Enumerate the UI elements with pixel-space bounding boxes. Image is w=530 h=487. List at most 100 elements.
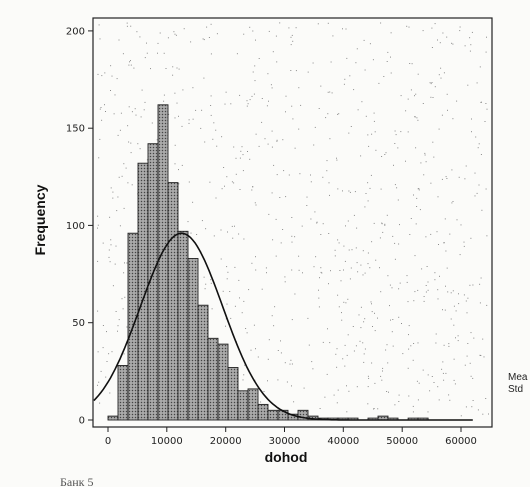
speckle-dot	[222, 290, 224, 292]
speckle-dot	[130, 25, 132, 27]
speckle-dot	[274, 306, 276, 308]
speckle-dot	[111, 75, 113, 77]
speckle-dot	[398, 401, 400, 402]
speckle-dot	[252, 30, 254, 32]
speckle-dot	[97, 227, 98, 229]
speckle-dot	[272, 51, 274, 53]
speckle-dot	[282, 229, 284, 230]
speckle-dot	[291, 269, 293, 271]
speckle-dot	[386, 214, 388, 216]
speckle-dot	[347, 220, 349, 222]
speckle-dot	[458, 303, 460, 305]
speckle-dot	[239, 157, 241, 159]
speckle-dot	[203, 276, 205, 278]
speckle-dot	[329, 138, 331, 140]
histogram-bar	[207, 337, 219, 421]
speckle-dot	[318, 306, 320, 308]
speckle-dot	[373, 222, 375, 224]
speckle-dot	[247, 103, 249, 105]
speckle-dot	[242, 379, 244, 381]
speckle-dot	[474, 172, 476, 174]
speckle-dot	[467, 84, 469, 86]
y-axis: 0 50 100 150 200	[66, 26, 93, 427]
speckle-dot	[129, 61, 130, 63]
speckle-dot	[243, 33, 245, 35]
speckle-dot	[399, 282, 401, 284]
speckle-dot	[433, 382, 435, 383]
speckle-dot	[233, 182, 235, 184]
speckle-dot	[472, 400, 474, 401]
speckle-dot	[329, 342, 331, 344]
speckle-dot	[409, 234, 411, 235]
speckle-dot	[438, 128, 440, 130]
speckle-dot	[365, 193, 367, 194]
speckle-dot	[408, 325, 410, 327]
speckle-dot	[291, 319, 293, 321]
x-tick-label: 0	[105, 436, 111, 447]
speckle-dot	[398, 243, 400, 245]
speckle-dot	[369, 267, 371, 269]
speckle-dot	[344, 344, 346, 346]
speckle-dot	[398, 288, 400, 290]
speckle-dot	[326, 160, 328, 162]
speckle-dot	[444, 218, 446, 220]
speckle-dot	[117, 330, 118, 332]
speckle-dot	[290, 359, 292, 361]
speckle-dot	[413, 343, 415, 344]
speckle-dot	[399, 224, 400, 226]
speckle-dot	[472, 377, 474, 379]
speckle-dot	[371, 311, 373, 313]
speckle-dot	[106, 361, 108, 362]
speckle-dot	[380, 375, 382, 377]
speckle-dot	[467, 343, 469, 344]
speckle-dot	[358, 314, 360, 316]
speckle-dot	[425, 291, 427, 293]
speckle-dot	[357, 271, 359, 273]
speckle-dot	[348, 390, 350, 392]
speckle-dot	[206, 26, 208, 28]
speckle-dot	[445, 250, 447, 252]
speckle-dot	[364, 69, 366, 71]
speckle-dot	[174, 163, 176, 165]
speckle-dot	[486, 235, 488, 237]
speckle-dot	[317, 23, 319, 25]
speckle-dot	[175, 34, 177, 36]
speckle-dot	[271, 87, 273, 89]
speckle-dot	[479, 354, 481, 356]
speckle-dot	[255, 204, 257, 206]
speckle-dot	[365, 115, 367, 117]
speckle-dot	[98, 381, 100, 383]
y-tick-label: 0	[79, 416, 85, 427]
speckle-dot	[110, 90, 111, 91]
speckle-dot	[353, 214, 355, 216]
speckle-dot	[414, 95, 415, 97]
speckle-dot	[275, 255, 277, 257]
speckle-dot	[381, 156, 383, 157]
speckle-dot	[343, 269, 344, 271]
speckle-dot	[417, 342, 419, 344]
speckle-dot	[456, 219, 458, 221]
speckle-dot	[406, 281, 408, 283]
speckle-dot	[430, 96, 432, 98]
speckle-dot	[469, 284, 471, 286]
speckle-dot	[369, 43, 371, 45]
speckle-dot	[426, 266, 428, 267]
speckle-dot	[110, 187, 112, 189]
speckle-dot	[470, 44, 472, 46]
speckle-dot	[350, 267, 352, 269]
speckle-dot	[356, 227, 358, 229]
speckle-dot	[336, 366, 338, 368]
speckle-dot	[390, 32, 392, 34]
speckle-dot	[383, 76, 385, 77]
speckle-dot	[425, 161, 427, 163]
speckle-dot	[264, 138, 266, 140]
speckle-dot	[277, 350, 279, 351]
speckle-dot	[243, 300, 245, 302]
speckle-dot	[431, 82, 433, 83]
speckle-dot	[367, 252, 369, 254]
speckle-dot	[294, 236, 296, 238]
speckle-dot	[268, 30, 270, 32]
speckle-dot	[99, 38, 101, 40]
speckle-dot	[294, 147, 296, 149]
speckle-dot	[456, 100, 458, 102]
